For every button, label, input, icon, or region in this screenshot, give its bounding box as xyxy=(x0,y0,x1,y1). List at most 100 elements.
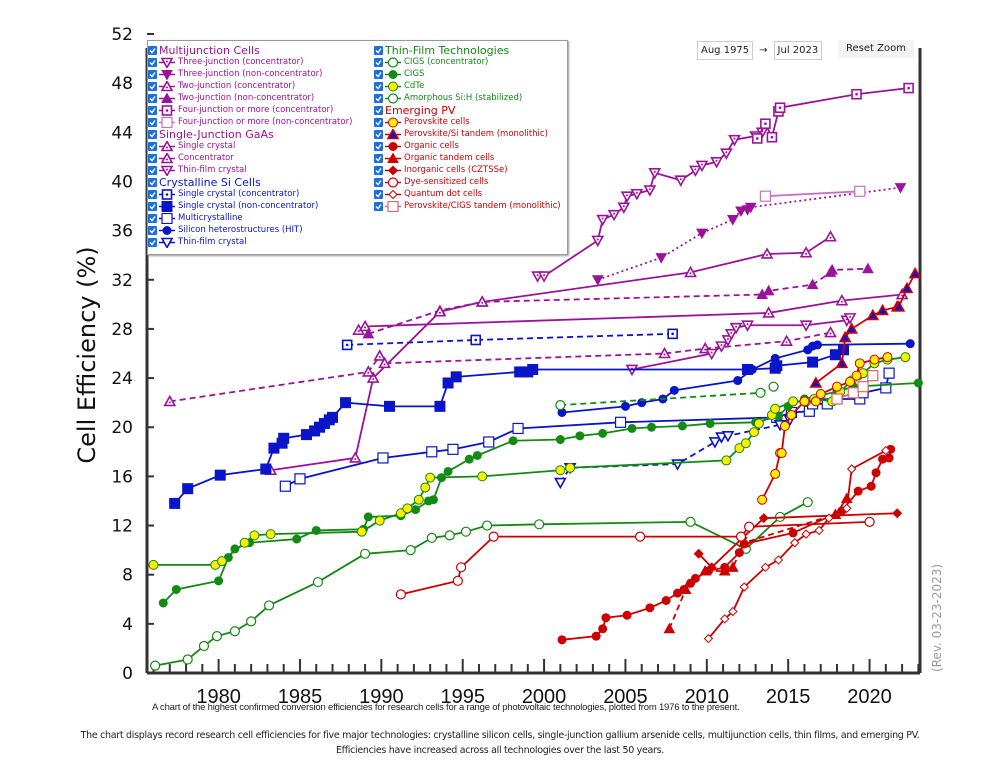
data-point[interactable] xyxy=(908,266,922,279)
data-point[interactable] xyxy=(786,409,797,420)
data-point[interactable] xyxy=(598,428,608,438)
data-point[interactable] xyxy=(607,209,621,222)
data-point[interactable] xyxy=(721,455,732,466)
legend-item[interactable]: Perovskite/CIGS tandem (monolithic) xyxy=(374,200,561,212)
data-point[interactable] xyxy=(648,168,662,180)
date-to-input[interactable]: Jul 2023 xyxy=(773,41,823,60)
data-point[interactable] xyxy=(614,416,627,428)
data-point[interactable] xyxy=(246,616,257,627)
data-point[interactable] xyxy=(729,322,743,335)
checkbox[interactable] xyxy=(148,165,157,175)
data-point[interactable] xyxy=(684,265,697,278)
data-point[interactable] xyxy=(892,508,903,519)
data-point[interactable] xyxy=(851,370,862,381)
data-point[interactable] xyxy=(634,531,646,542)
data-point[interactable] xyxy=(452,575,463,586)
data-point[interactable] xyxy=(373,349,387,361)
data-point[interactable] xyxy=(645,603,655,613)
data-point[interactable] xyxy=(753,418,764,429)
legend-item[interactable]: Four-junction or more (non-concentrator) xyxy=(148,116,352,128)
data-point[interactable] xyxy=(464,454,474,464)
data-point[interactable] xyxy=(705,419,715,429)
checkbox[interactable] xyxy=(148,177,157,187)
data-point[interactable] xyxy=(555,435,565,445)
checkbox[interactable] xyxy=(148,81,157,91)
data-point[interactable] xyxy=(812,340,822,350)
checkbox[interactable] xyxy=(148,93,157,103)
data-point[interactable] xyxy=(363,512,373,522)
data-point[interactable] xyxy=(348,451,362,463)
legend-item[interactable]: Single crystal xyxy=(148,140,352,152)
legend-item[interactable]: Thin-film crystal xyxy=(148,164,352,176)
data-point[interactable] xyxy=(913,378,923,388)
legend-item[interactable]: Multicrystalline xyxy=(148,212,352,224)
data-point[interactable] xyxy=(395,589,406,600)
checkbox[interactable] xyxy=(148,57,157,67)
data-point[interactable] xyxy=(851,88,862,100)
data-point[interactable] xyxy=(230,544,240,554)
checkbox[interactable] xyxy=(148,129,157,139)
data-point[interactable] xyxy=(846,464,857,474)
data-point[interactable] xyxy=(433,305,447,317)
data-point[interactable] xyxy=(866,481,876,491)
data-point[interactable] xyxy=(655,253,668,264)
data-point[interactable] xyxy=(537,271,551,283)
data-point[interactable] xyxy=(182,654,193,665)
data-point[interactable] xyxy=(249,530,260,541)
legend-group[interactable]: Single-Junction GaAs xyxy=(148,128,352,141)
data-point[interactable] xyxy=(721,431,735,443)
data-point[interactable] xyxy=(620,401,630,411)
data-point[interactable] xyxy=(842,503,852,514)
data-point[interactable] xyxy=(770,468,781,479)
data-point[interactable] xyxy=(460,526,472,537)
data-point[interactable] xyxy=(696,228,708,240)
data-point[interactable] xyxy=(733,376,743,386)
data-point[interactable] xyxy=(658,346,671,359)
data-point[interactable] xyxy=(674,175,688,187)
data-point[interactable] xyxy=(395,508,406,519)
date-from-input[interactable]: Aug 1975 xyxy=(697,41,754,60)
data-point[interactable] xyxy=(815,389,826,400)
data-point[interactable] xyxy=(557,635,567,645)
data-point[interactable] xyxy=(444,530,455,541)
data-point[interactable] xyxy=(150,660,161,671)
data-point[interactable] xyxy=(482,520,493,531)
data-point[interactable] xyxy=(327,411,339,423)
legend-item[interactable]: Thin-film crystal xyxy=(148,236,352,248)
data-point[interactable] xyxy=(557,407,567,417)
checkbox[interactable] xyxy=(374,177,383,187)
data-point[interactable] xyxy=(715,341,728,353)
data-point[interactable] xyxy=(718,564,731,576)
data-point[interactable] xyxy=(677,421,687,431)
data-point[interactable] xyxy=(788,528,798,538)
legend-item[interactable]: Two-junction (concentrator) xyxy=(148,80,352,92)
data-point[interactable] xyxy=(292,534,302,544)
data-point[interactable] xyxy=(455,562,467,573)
data-point[interactable] xyxy=(643,185,657,197)
checkbox[interactable] xyxy=(148,213,157,223)
data-point[interactable] xyxy=(447,443,459,455)
data-point[interactable] xyxy=(739,582,749,592)
legend-item[interactable]: Four-junction or more (concentrator) xyxy=(148,104,352,116)
legend-item[interactable]: Organic cells xyxy=(374,140,561,152)
data-point[interactable] xyxy=(434,400,446,412)
data-point[interactable] xyxy=(744,521,755,532)
checkbox[interactable] xyxy=(148,201,157,211)
data-point[interactable] xyxy=(727,561,739,572)
data-point[interactable] xyxy=(617,202,631,214)
data-point[interactable] xyxy=(475,295,489,307)
data-point[interactable] xyxy=(773,555,784,565)
data-point[interactable] xyxy=(845,376,856,387)
data-point[interactable] xyxy=(169,497,181,509)
legend-item[interactable]: Organic tandem cells xyxy=(374,152,561,164)
data-point[interactable] xyxy=(824,325,837,338)
data-point[interactable] xyxy=(866,308,880,321)
checkbox[interactable] xyxy=(374,153,383,163)
data-point[interactable] xyxy=(695,160,709,173)
data-point[interactable] xyxy=(728,606,738,617)
data-point[interactable] xyxy=(831,393,843,405)
checkbox[interactable] xyxy=(148,117,157,127)
checkbox[interactable] xyxy=(374,189,383,199)
data-point[interactable] xyxy=(814,525,824,536)
data-point[interactable] xyxy=(685,516,696,527)
